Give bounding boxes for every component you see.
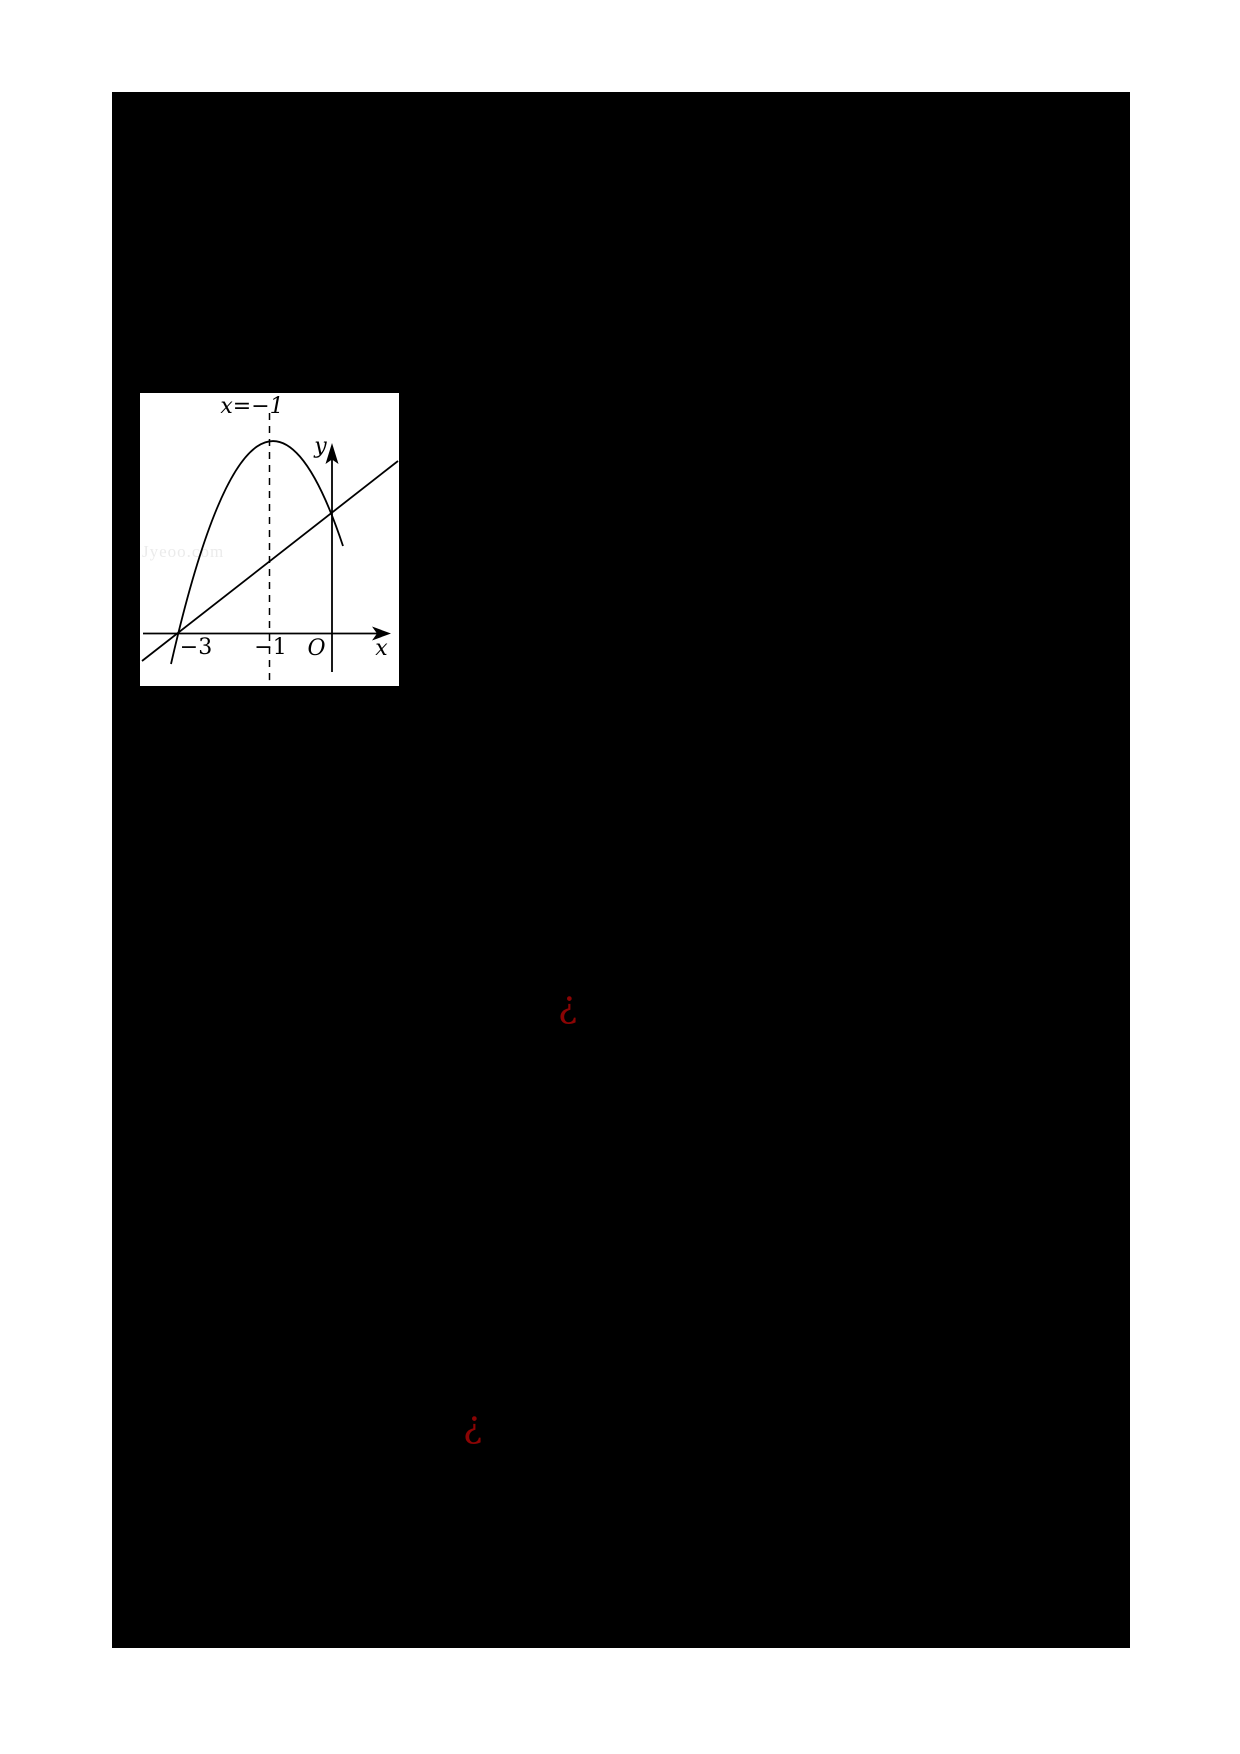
- missing-glyph-marker-2: ¿: [463, 1405, 483, 1446]
- y-axis-arrowhead-icon: [325, 443, 339, 464]
- figure-parabola-and-line-graph: Jyeoo.com x=−1 y x O −3 −1: [140, 393, 399, 686]
- graph-canvas: Jyeoo.com x=−1 y x O −3 −1: [141, 394, 399, 686]
- watermark-text: Jyeoo.com: [142, 542, 224, 561]
- x-tick-label-minus1: −1: [254, 635, 286, 660]
- blacked-out-content-region: Jyeoo.com x=−1 y x O −3 −1: [112, 92, 1130, 1648]
- y-axis-label: y: [313, 434, 327, 459]
- x-axis-arrowhead-icon: [372, 626, 391, 641]
- missing-glyph-marker-1: ¿: [558, 985, 578, 1026]
- parabola-curve: [170, 440, 344, 665]
- x-axis-label: x: [375, 636, 388, 661]
- straight-line-curve: [141, 460, 399, 662]
- x-tick-label-minus3: −3: [180, 635, 212, 660]
- dashed-line-equation-label: x=−1: [220, 394, 283, 419]
- origin-label: O: [307, 636, 325, 661]
